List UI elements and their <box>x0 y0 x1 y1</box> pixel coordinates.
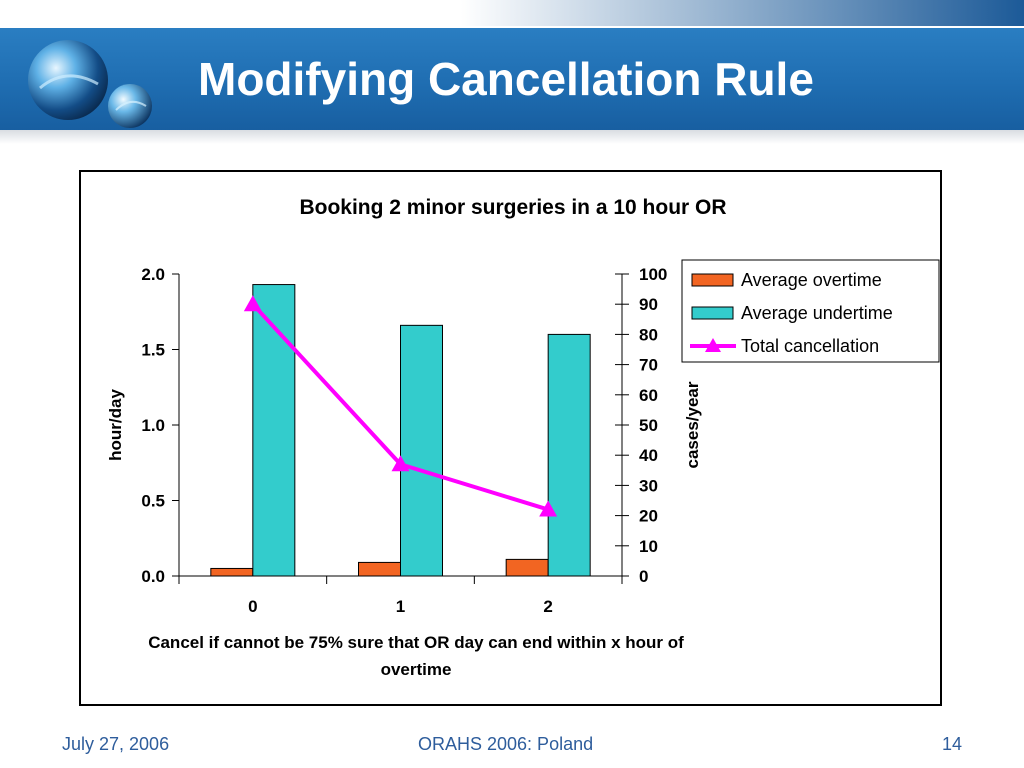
slide-header: Modifying Cancellation Rule <box>0 0 1024 150</box>
chart-frame: Booking 2 minor surgeries in a 10 hour O… <box>79 170 942 706</box>
footer-date: July 27, 2006 <box>62 734 170 754</box>
legend-label: Average undertime <box>741 303 893 323</box>
y-tick-label: 1.5 <box>141 341 165 360</box>
bar-average-undertime <box>400 324 443 577</box>
combo-chart: Booking 2 minor surgeries in a 10 hour O… <box>106 196 940 679</box>
x-tick-label: 0 <box>248 597 257 616</box>
y2-tick-label: 40 <box>639 446 658 465</box>
y2-tick-label: 0 <box>639 567 648 586</box>
x-tick-label: 2 <box>543 597 552 616</box>
x-axis-label-cont: overtime <box>381 660 452 679</box>
footer-conference: ORAHS 2006: Poland <box>418 734 594 754</box>
bar-average-undertime <box>252 284 296 577</box>
chart-title: Booking 2 minor surgeries in a 10 hour O… <box>299 196 726 219</box>
y2-axis-label: cases/year <box>683 381 702 468</box>
legend-swatch <box>691 273 734 287</box>
y2-tick-label: 80 <box>639 325 658 344</box>
slide-title: Modifying Cancellation Rule <box>198 53 814 105</box>
legend-label: Total cancellation <box>741 336 879 356</box>
y-tick-label: 2.0 <box>141 265 165 284</box>
footer-page-number: 14 <box>942 734 963 754</box>
y2-tick-label: 70 <box>639 356 658 375</box>
y-tick-label: 0.5 <box>141 492 165 511</box>
globe-logo-icon <box>28 40 152 128</box>
y-tick-label: 1.0 <box>141 416 165 435</box>
y-axis-label: hour/day <box>106 389 125 461</box>
bar-average-overtime <box>505 558 549 577</box>
point-total-cancellation <box>539 500 558 517</box>
y2-tick-label: 60 <box>639 386 658 405</box>
legend-swatch <box>691 306 734 320</box>
header-top-line <box>0 0 1024 26</box>
header-divider <box>0 130 1024 144</box>
y2-tick-label: 90 <box>639 295 658 314</box>
x-tick-label: 1 <box>396 597 405 616</box>
point-total-cancellation <box>391 455 410 472</box>
y2-tick-label: 20 <box>639 507 658 526</box>
header-band <box>0 28 1024 132</box>
point-total-cancellation <box>243 295 262 312</box>
y2-tick-label: 100 <box>639 265 667 284</box>
bar-average-undertime <box>547 333 591 577</box>
legend-marker <box>705 338 721 352</box>
bar-average-overtime <box>210 567 254 577</box>
y-tick-label: 0.0 <box>141 567 165 586</box>
y2-tick-label: 30 <box>639 476 658 495</box>
x-axis-label: Cancel if cannot be 75% sure that OR day… <box>148 633 684 652</box>
y2-tick-label: 50 <box>639 416 658 435</box>
y2-tick-label: 10 <box>639 537 658 556</box>
legend-label: Average overtime <box>741 270 882 290</box>
bar-average-overtime <box>358 561 401 577</box>
